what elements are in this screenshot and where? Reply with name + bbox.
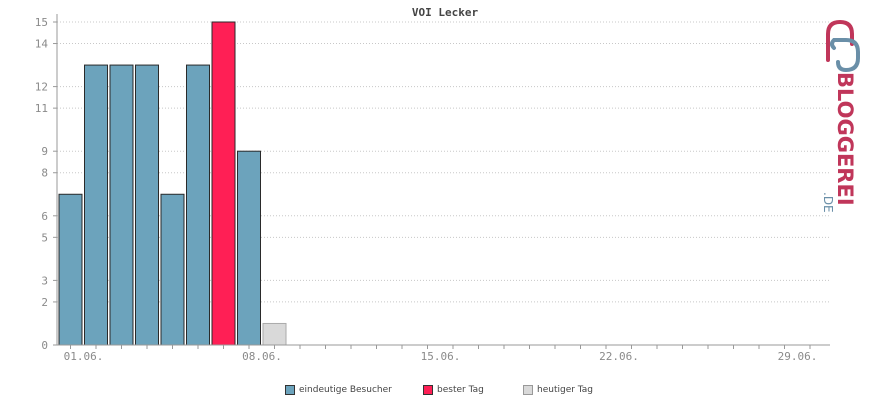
y-tick-label: 5	[41, 231, 48, 244]
logo-icon	[826, 19, 860, 73]
y-tick-label: 0	[41, 339, 48, 352]
bar-eindeutige-besucher	[58, 193, 83, 346]
legend-label: bester Tag	[437, 385, 484, 395]
legend-swatch	[285, 385, 295, 395]
y-tick-label: 2	[41, 296, 48, 309]
chart-title: VOI Lecker	[412, 6, 479, 19]
logo-text-suffix: .DE	[821, 192, 835, 213]
legend-label: heutiger Tag	[537, 385, 594, 395]
legend-label: eindeutige Besucher	[299, 385, 392, 395]
y-tick-label: 6	[41, 210, 48, 223]
y-tick-label: 11	[35, 102, 48, 115]
y-tick-label: 15	[35, 16, 48, 29]
legend-swatch	[423, 385, 433, 395]
bar-eindeutige-besucher	[186, 64, 210, 346]
legend-swatch	[523, 385, 533, 395]
y-axis: 0 2 3 5 6 8 9 11 12 14 15	[35, 14, 58, 352]
bar-eindeutige-besucher	[84, 64, 108, 346]
legend-item: bester Tag	[423, 385, 484, 395]
bar-eindeutige-besucher	[160, 193, 185, 346]
x-tick-label: 29.06.	[778, 350, 818, 363]
x-tick-label: 08.06.	[242, 350, 282, 363]
bar-heutiger-tag	[262, 322, 287, 346]
x-tick-label: 01.06.	[64, 350, 104, 363]
logo-text-main: BLOGGEREI	[833, 72, 857, 206]
y-tick-label: 9	[41, 145, 48, 158]
y-tick-label: 12	[35, 81, 48, 94]
y-tick-label: 8	[41, 167, 48, 180]
bars	[58, 21, 287, 346]
bloggerei-logo: BLOGGEREI .DE	[821, 19, 860, 213]
bar-eindeutige-besucher	[237, 150, 261, 346]
bar-eindeutige-besucher	[109, 64, 134, 346]
x-tick-label: 15.06.	[421, 350, 461, 363]
bar-bester-tag	[211, 21, 236, 346]
legend: eindeutige Besucher bester Tag heutiger Ta…	[0, 385, 870, 399]
x-tick-label: 22.06.	[599, 350, 639, 363]
y-tick-label: 14	[35, 38, 49, 51]
legend-item: heutiger Tag	[523, 385, 593, 395]
bar-eindeutige-besucher	[135, 64, 159, 346]
x-axis: 01.06. 08.06. 15.06. 22.06. 29.06.	[57, 344, 830, 363]
legend-item: eindeutige Besucher	[285, 385, 392, 395]
y-tick-label: 3	[41, 274, 48, 287]
